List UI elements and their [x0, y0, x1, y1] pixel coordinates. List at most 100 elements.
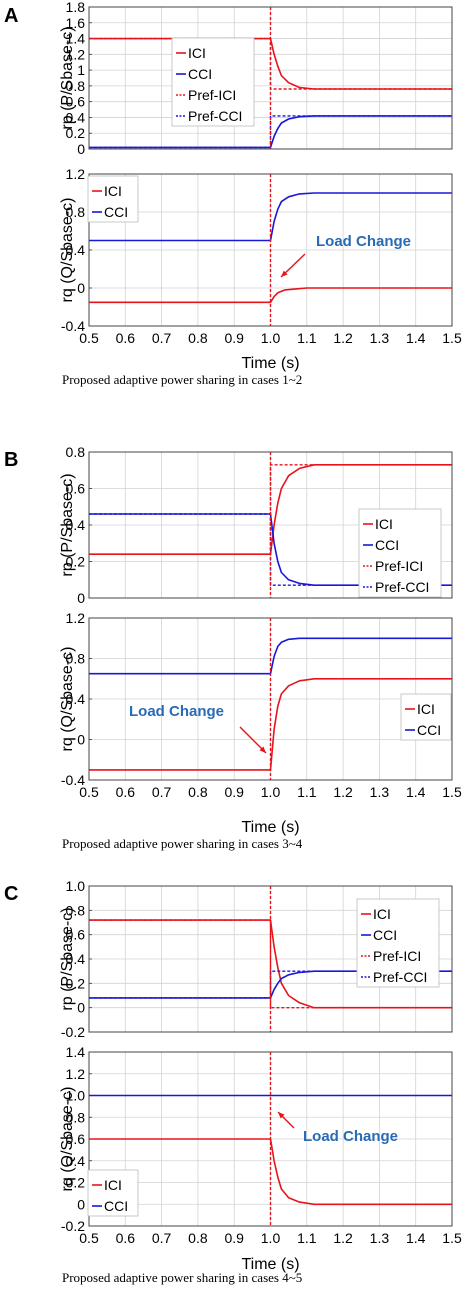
y-tick-label: 1.8 — [66, 0, 86, 15]
x-axis-label: Time (s) — [241, 819, 299, 836]
x-axis-label: Time (s) — [241, 355, 299, 372]
y-tick-label: 0.2 — [66, 125, 86, 141]
annotation-arrowhead — [281, 270, 288, 277]
legend-label: Pref-CCI — [373, 969, 427, 985]
series-line-ici — [89, 1138, 452, 1206]
y-tick-label: 0.6 — [66, 927, 86, 943]
subplot-a-top: 00.20.40.60.811.21.41.61.8 rp (P/Sbase-c)… — [59, 0, 453, 157]
series-line-pref-cci — [89, 115, 452, 149]
legend-label: ICI — [373, 906, 391, 922]
x-tick-label: 0.9 — [224, 1230, 244, 1246]
panel-label: A — [4, 5, 18, 27]
y-axis-label: rq (Q/Sbase-c) — [59, 1087, 76, 1192]
x-tick-label: 1.0 — [261, 330, 281, 346]
y-tick-label: 0.4 — [66, 951, 86, 967]
y-tick-label: -0.2 — [61, 1218, 85, 1234]
panel-label: B — [4, 449, 18, 471]
y-tick-label: 0.4 — [66, 109, 86, 125]
y-tick-label: -0.2 — [61, 1024, 85, 1040]
axes-frame — [88, 1051, 453, 1227]
subplot-a-bottom: -0.4 0 0.4 0.8 1.2 0.5 0.6 0.7 0.8 0.9 1.0 1.1 1.2 1.… — [59, 166, 462, 372]
legend: ICI CCI Pref-ICI Pref-CCI — [171, 37, 255, 127]
y-tick-label: 0.2 — [66, 975, 86, 991]
caption-c: Proposed adaptive power sharing in cases… — [62, 1270, 303, 1285]
legend-label: CCI — [417, 722, 441, 738]
axes-frame — [88, 173, 453, 327]
legend-label: ICI — [417, 701, 435, 717]
y-tick-label: 0.4 — [66, 517, 86, 533]
y-axis-label: rp (P/Sbase-c) — [59, 473, 76, 576]
y-axis-label: rq (Q/Sbase-c) — [59, 198, 76, 303]
y-axis-label: rp (P/Sbase-c) — [59, 907, 76, 1010]
x-tick-label: 1.3 — [370, 784, 390, 800]
x-tick-label: 1.5 — [442, 784, 462, 800]
x-tick-label: 1.5 — [442, 1230, 462, 1246]
legend-label: ICI — [188, 45, 206, 61]
y-tick-label: 1.4 — [66, 31, 86, 47]
x-tick-label: 0.8 — [188, 330, 208, 346]
y-tick-label: 0.8 — [66, 1109, 86, 1125]
x-tick-label: 1.3 — [370, 330, 390, 346]
caption-a: Proposed adaptive power sharing in cases… — [62, 372, 303, 387]
legend-label: CCI — [104, 1198, 128, 1214]
y-tick-label: 1.0 — [66, 878, 86, 894]
y-tick-label: 1 — [77, 62, 85, 78]
x-tick-label: 0.5 — [79, 330, 99, 346]
x-tick-label: 0.7 — [152, 784, 172, 800]
x-tick-label: 0.9 — [224, 784, 244, 800]
x-tick-label: 0.8 — [188, 1230, 208, 1246]
x-tick-label: 1.5 — [442, 330, 462, 346]
legend-label: ICI — [104, 183, 122, 199]
y-tick-label: 1.0 — [66, 1088, 86, 1104]
legend-label: Pref-ICI — [188, 87, 236, 103]
x-tick-label: 1.2 — [333, 784, 353, 800]
annotation-arrowhead — [278, 1112, 285, 1119]
caption-b: Proposed adaptive power sharing in cases… — [62, 836, 303, 851]
y-tick-label: 0.2 — [66, 1175, 86, 1191]
y-tick-label: 0.8 — [66, 902, 86, 918]
x-tick-label: 1.4 — [406, 330, 426, 346]
legend-label: CCI — [188, 66, 212, 82]
subplot-b-top: 0 0.2 0.4 0.6 0.8 rp (P/Sbase-c) ICI CCI Pref-IC… — [59, 444, 453, 606]
legend-label: ICI — [375, 516, 393, 532]
x-tick-label: 0.6 — [116, 784, 136, 800]
legend-label: CCI — [373, 927, 397, 943]
subplot-c-bottom: -0.2 0 0.2 0.4 0.6 0.8 1.0 1.2 1.4 0.5 0.6 0.7 0.8 0.… — [59, 1044, 462, 1273]
y-tick-label: 1.2 — [66, 46, 86, 62]
x-tick-label: 1.0 — [261, 1230, 281, 1246]
y-axis-label: rp (P/Sbase-c) — [59, 26, 76, 129]
y-tick-label: 1.2 — [66, 1066, 86, 1082]
x-tick-label: 0.6 — [116, 1230, 136, 1246]
legend-label: CCI — [104, 204, 128, 220]
legend-label: Pref-CCI — [375, 579, 429, 595]
axes-frame — [88, 617, 453, 781]
y-tick-label: 0.2 — [66, 554, 86, 570]
y-tick-label: 0 — [77, 590, 85, 606]
legend-box — [87, 1169, 139, 1217]
x-tick-label: 0.7 — [152, 330, 172, 346]
load-change-annotation: Load Change — [303, 1128, 398, 1145]
x-tick-label: 1.0 — [261, 784, 281, 800]
x-tick-label: 0.5 — [79, 784, 99, 800]
y-tick-label: 0.8 — [66, 651, 86, 667]
y-tick-label: 0 — [77, 280, 85, 296]
y-tick-label: 0.6 — [66, 94, 86, 110]
x-tick-label: 0.9 — [224, 330, 244, 346]
series-group — [89, 1094, 452, 1206]
panel-label: C — [4, 883, 18, 905]
legend-box — [87, 175, 139, 223]
y-tick-label: 0 — [77, 1196, 85, 1212]
legend-label: Pref-ICI — [373, 948, 421, 964]
series-line-ici — [89, 919, 452, 1009]
y-tick-label: 0.6 — [66, 481, 86, 497]
axes-frame — [88, 451, 453, 599]
subplot-b-bottom: -0.4 0 0.4 0.8 1.2 0.5 0.6 0.7 0.8 0.9 1.0 1.1 1.2 1.… — [59, 610, 462, 836]
legend: ICI CCI Pref-ICI Pref-CCI — [356, 898, 440, 988]
legend-label: Pref-CCI — [188, 108, 242, 124]
legend: ICI CCI — [87, 1169, 139, 1217]
load-change-annotation: Load Change — [316, 233, 411, 250]
y-tick-label: 0.8 — [66, 444, 86, 460]
legend-label: CCI — [375, 537, 399, 553]
series-line-cci — [89, 192, 452, 242]
annotation-arrowhead — [259, 746, 266, 753]
